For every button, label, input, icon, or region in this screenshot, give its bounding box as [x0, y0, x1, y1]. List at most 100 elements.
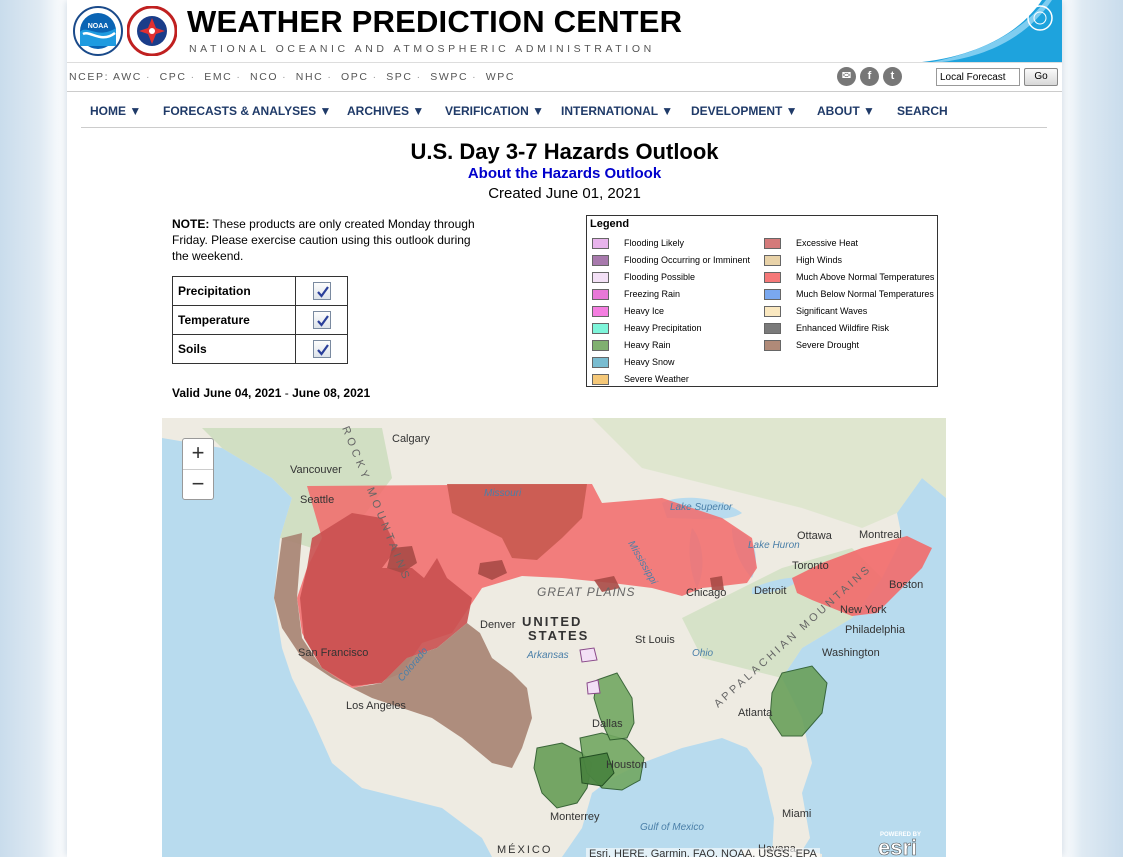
legend-label: Heavy Ice	[624, 306, 665, 316]
flooding-possible-ok	[579, 647, 598, 663]
nav-development[interactable]: DEVELOPMENT ▼	[691, 104, 798, 118]
zoom-control: + −	[182, 438, 214, 500]
precipitation-checkbox[interactable]	[312, 282, 331, 300]
checkmark-icon	[316, 286, 329, 298]
nav-verification[interactable]: VERIFICATION ▼	[445, 104, 544, 118]
label-san-francisco: San Francisco	[298, 647, 368, 659]
ncep-link-cpc[interactable]: CPC	[159, 71, 187, 83]
label-los-angeles: Los Angeles	[346, 700, 406, 712]
email-icon[interactable]: ✉	[837, 67, 856, 86]
nws-logo-icon[interactable]	[127, 6, 177, 56]
legend-swatch	[592, 306, 609, 317]
label-vancouver: Vancouver	[290, 464, 342, 476]
legend-label: Much Above Normal Temperatures	[796, 272, 935, 282]
site-title[interactable]: WEATHER PREDICTION CENTER	[187, 4, 683, 39]
esri-logo-icon[interactable]: POWERED BY esri	[876, 828, 940, 857]
severe-drought-southwest	[274, 533, 532, 768]
social-links: ✉ f t	[837, 67, 902, 86]
layer-row-temperature: Temperature	[172, 305, 348, 335]
nav-about[interactable]: ABOUT ▼	[817, 104, 875, 118]
nav-archives[interactable]: ARCHIVES ▼	[347, 104, 425, 118]
twitter-icon[interactable]: t	[883, 67, 902, 86]
doc-seal-icon	[922, 0, 1062, 62]
ncep-link-opc[interactable]: OPC	[341, 71, 369, 83]
about-hazards-link[interactable]: About the Hazards Outlook	[467, 165, 662, 182]
label-calgary: Calgary	[392, 433, 430, 445]
legend-swatch	[592, 374, 609, 385]
valid-start: Valid June 04, 2021	[172, 386, 282, 400]
heavy-rain-southeast	[769, 665, 828, 737]
ncep-link-nhc[interactable]: NHC	[295, 71, 324, 83]
legend-swatch	[592, 255, 609, 266]
much-above-normal-northeast	[792, 536, 932, 616]
heavy-rain-texas	[533, 742, 593, 809]
ncep-links: NCEP: AWC · CPC · EMC · NCO · NHC · OPC · SPC ·…	[69, 71, 516, 83]
label-atlanta: Atlanta	[738, 707, 773, 719]
nav-forecasts-analyses[interactable]: FORECASTS & ANALYSES ▼	[163, 104, 332, 118]
excessive-heat-idaho	[387, 546, 417, 573]
legend-label: Much Below Normal Temperatures	[796, 289, 934, 299]
label-great-plains: GREAT PLAINS	[537, 585, 635, 599]
checkmark-icon	[316, 315, 329, 327]
label-boston: Boston	[889, 579, 923, 591]
legend-label: Severe Weather	[624, 374, 689, 384]
ncep-link-awc[interactable]: AWC	[113, 71, 142, 83]
soils-checkbox[interactable]	[312, 340, 331, 358]
excessive-heat-west	[300, 513, 472, 686]
legend-label: Heavy Rain	[624, 340, 671, 350]
legend-label: Heavy Precipitation	[624, 323, 702, 333]
layer-row-precipitation: Precipitation	[172, 276, 348, 306]
ncep-link-emc[interactable]: EMC	[204, 71, 233, 83]
local-forecast-input[interactable]	[936, 68, 1020, 86]
nav-home[interactable]: HOME ▼	[90, 104, 142, 118]
legend-swatch	[592, 357, 609, 368]
facebook-icon[interactable]: f	[860, 67, 879, 86]
map-canvas[interactable]: Calgary Vancouver Seattle San Francisco …	[162, 418, 946, 857]
label-missouri: Missouri	[484, 488, 522, 499]
valid-separator: -	[281, 386, 293, 400]
label-arkansas: Arkansas	[526, 650, 569, 661]
lake-erie	[752, 577, 802, 594]
label-lake-huron: Lake Huron	[748, 540, 800, 551]
esri-logo-word: esri	[878, 835, 917, 857]
excessive-heat-wyoming	[478, 560, 507, 580]
checkmark-icon	[316, 344, 329, 356]
label-houston: Houston	[606, 759, 647, 771]
zoom-in-button[interactable]: +	[191, 440, 205, 465]
ncep-link-swpc[interactable]: SWPC	[430, 71, 469, 83]
legend-swatch	[764, 306, 781, 317]
label-washington: Washington	[822, 647, 880, 659]
legend-swatch	[764, 255, 781, 266]
noaa-logo-icon[interactable]: NOAA	[73, 6, 123, 56]
label-lake-superior: Lake Superior	[670, 502, 733, 513]
legend-swatch	[764, 289, 781, 300]
label-new-york: New York	[840, 604, 887, 616]
page: NOAA WEATHER PREDICTION CENTER NATIONAL …	[67, 0, 1062, 857]
zoom-out-button[interactable]: −	[183, 469, 213, 499]
nav-search[interactable]: SEARCH	[897, 104, 948, 118]
hazards-map[interactable]: Calgary Vancouver Seattle San Francisco …	[162, 418, 946, 857]
legend-label: Significant Waves	[796, 306, 868, 316]
map-attribution[interactable]: Esri, HERE, Garmin, FAO, NOAA, USGS, EPA	[586, 848, 820, 857]
page-title: U.S. Day 3-7 Hazards Outlook	[410, 139, 719, 164]
label-dallas: Dallas	[592, 718, 623, 730]
label-ottawa: Ottawa	[797, 530, 833, 542]
ncep-bar: NCEP: AWC · CPC · EMC · NCO · NHC · OPC · SPC ·…	[67, 62, 1062, 92]
florida-land	[762, 768, 810, 857]
excessive-heat-michigan	[710, 576, 724, 590]
main-nav: HOME ▼ FORECASTS & ANALYSES ▼ ARCHIVES ▼…	[81, 96, 1047, 128]
site-subtitle: NATIONAL OCEANIC AND ATMOSPHERIC ADMINIS…	[189, 43, 655, 55]
temperature-checkbox[interactable]	[312, 311, 331, 329]
ncep-link-wpc[interactable]: WPC	[485, 71, 516, 83]
label-detroit: Detroit	[754, 585, 786, 597]
nav-international[interactable]: INTERNATIONAL ▼	[561, 104, 674, 118]
hazards-legend: Legend Flooding Likely Flooding Occurring…	[586, 215, 938, 387]
ncep-link-nco[interactable]: NCO	[250, 71, 279, 83]
legend-label: Flooding Likely	[624, 238, 685, 248]
ncep-link-spc[interactable]: SPC	[386, 71, 413, 83]
header: NOAA WEATHER PREDICTION CENTER NATIONAL …	[67, 0, 1062, 62]
created-date: Created June 01, 2021	[488, 185, 641, 202]
flooding-possible-tx	[586, 679, 601, 695]
legend-swatch	[592, 340, 609, 351]
go-button[interactable]: Go	[1024, 68, 1058, 86]
